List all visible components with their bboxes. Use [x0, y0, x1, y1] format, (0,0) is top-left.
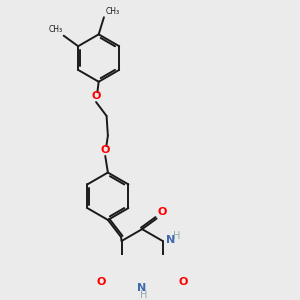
Text: N: N: [137, 283, 147, 293]
Text: O: O: [92, 91, 101, 101]
Text: H: H: [172, 231, 180, 241]
Text: CH₃: CH₃: [105, 7, 119, 16]
Text: CH₃: CH₃: [48, 26, 62, 34]
Text: O: O: [158, 207, 167, 217]
Text: O: O: [178, 277, 188, 286]
Text: O: O: [100, 145, 110, 155]
Text: O: O: [96, 277, 106, 286]
Text: N: N: [166, 235, 175, 245]
Text: H: H: [140, 290, 147, 300]
